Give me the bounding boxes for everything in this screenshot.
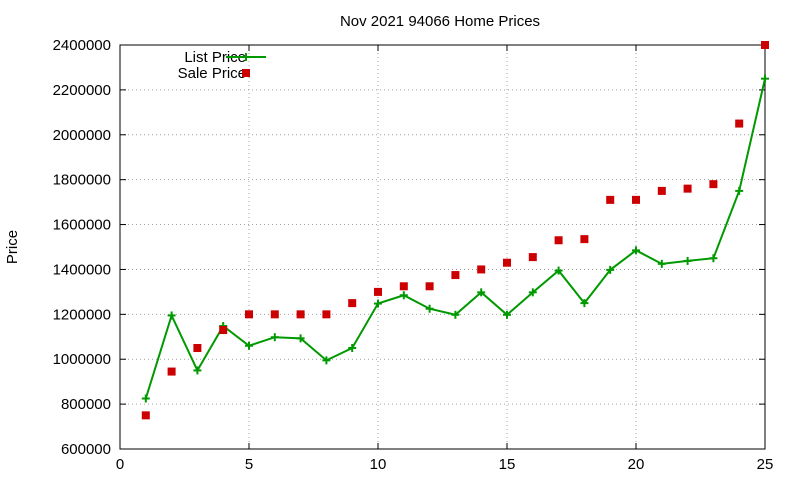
- list-price-point: [270, 333, 279, 342]
- sale-price-point: [735, 119, 744, 128]
- list-price-point: [657, 259, 666, 268]
- list-price-point: [554, 266, 563, 275]
- y-tick-label: 2000000: [53, 127, 111, 144]
- legend-plus-marker: [242, 53, 250, 61]
- list-price-point: [399, 291, 408, 300]
- sale-price-point: [761, 41, 769, 49]
- list-price-point: [296, 334, 305, 343]
- sale-price-point: [141, 411, 150, 420]
- sale-price-point: [296, 310, 305, 319]
- legend-label: List Price: [184, 49, 246, 66]
- y-tick-label: 2400000: [53, 37, 111, 54]
- sale-price-point: [606, 195, 615, 204]
- sale-price-point: [193, 344, 202, 352]
- sale-price-point: [554, 236, 563, 245]
- sale-price-point: [374, 287, 382, 296]
- list-price-point: [528, 288, 537, 297]
- sale-price-point: [528, 253, 537, 262]
- sale-price-point: [503, 258, 511, 267]
- y-axis-label: Price: [4, 230, 21, 264]
- list-price-point: [580, 299, 589, 308]
- y-tick-label: 1800000: [53, 172, 111, 189]
- list-price-point: [193, 366, 202, 375]
- list-price-point: [632, 246, 640, 255]
- sale-price-point: [709, 180, 718, 189]
- sale-price-point: [399, 282, 408, 291]
- list-price-point: [245, 341, 253, 350]
- x-tick-label: 0: [116, 456, 124, 473]
- x-tick-label: 20: [628, 456, 645, 473]
- sale-price-point: [219, 326, 228, 335]
- list-price-point: [451, 310, 460, 319]
- x-tick-label: 10: [370, 456, 387, 473]
- x-tick-label: 15: [499, 456, 516, 473]
- list-price-point: [477, 288, 486, 297]
- list-price-point: [167, 311, 176, 320]
- list-price-point: [709, 254, 718, 263]
- y-tick-label: 1600000: [53, 217, 111, 234]
- legend-square-marker: [242, 69, 250, 77]
- list-price-point: [141, 394, 150, 403]
- grid-lines: [120, 45, 765, 449]
- y-tick-label: 1200000: [53, 306, 111, 323]
- sale-price-point: [425, 282, 434, 291]
- y-tick-label: 1400000: [53, 261, 111, 278]
- list-price-point: [425, 304, 434, 313]
- list-price-point: [761, 74, 769, 83]
- list-price-point: [374, 299, 382, 308]
- sale-price-point: [632, 195, 640, 204]
- sale-price-point: [245, 310, 253, 319]
- list-price-point: [683, 256, 692, 265]
- list-price-point: [735, 186, 744, 195]
- legend-label: Sale Price: [178, 65, 246, 82]
- axes: 0 5 10 15 20 25 600000 800000 1000000 1200000 1400…: [53, 37, 774, 473]
- y-tick-label: 2200000: [53, 82, 111, 99]
- plot-frame: [119, 44, 766, 450]
- list-price-point: [322, 356, 331, 365]
- list-price-point: [503, 310, 511, 319]
- sale-price-point: [580, 235, 589, 244]
- sale-price-point: [167, 367, 176, 376]
- x-tick-label: 5: [245, 456, 253, 473]
- sale-price-point: [348, 299, 357, 308]
- sale-price-point: [322, 310, 331, 319]
- x-tick-label: 25: [757, 456, 774, 473]
- data-series: [141, 41, 769, 420]
- sale-price-point: [657, 186, 666, 195]
- y-tick-label: 800000: [61, 396, 111, 413]
- y-tick-label: 600000: [61, 441, 111, 458]
- chart-title: Nov 2021 94066 Home Prices: [340, 13, 540, 30]
- sale-price-point: [270, 310, 279, 319]
- sale-price-point: [477, 265, 486, 274]
- sale-price-point: [451, 271, 460, 280]
- list-price-point: [348, 344, 357, 352]
- series-sale-price: [141, 41, 769, 420]
- series-list-price: [141, 74, 769, 403]
- y-tick-label: 1000000: [53, 351, 111, 368]
- list-price-point: [606, 265, 615, 274]
- sale-price-point: [683, 184, 692, 193]
- list-price-line: [144, 78, 766, 399]
